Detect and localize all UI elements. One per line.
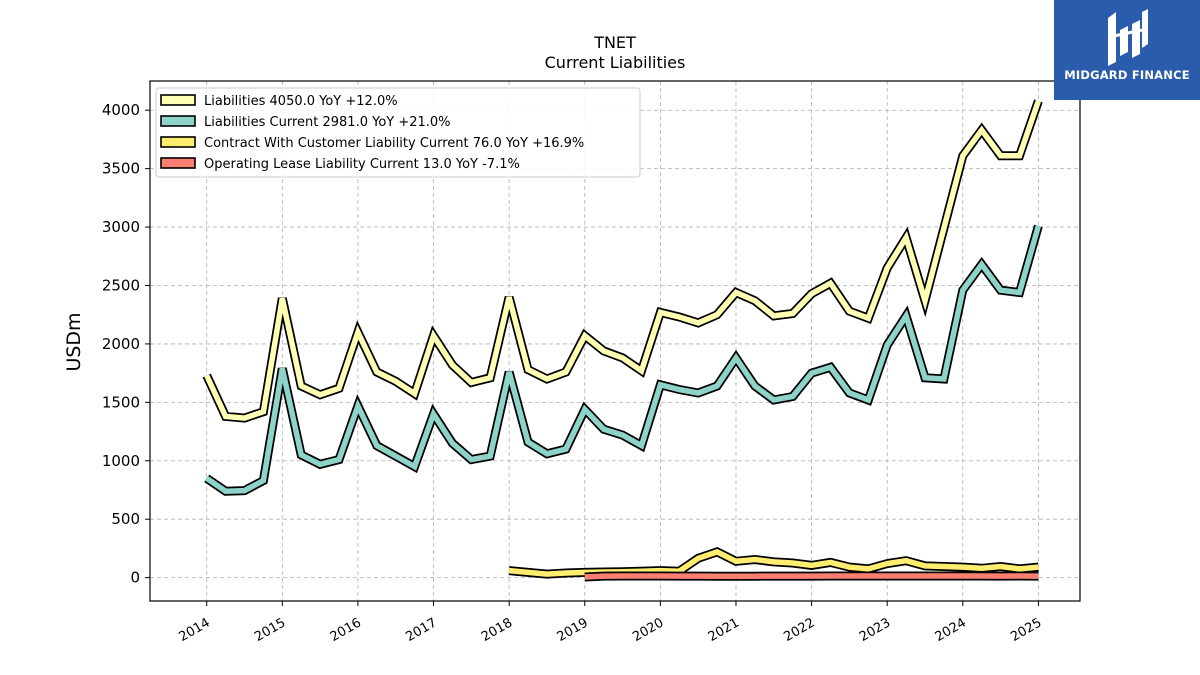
logo-text: MIDGARD FINANCE [1064,68,1190,82]
series-line [204,100,1042,421]
midgard-logo-icon [1108,9,1148,66]
plot-frame [149,80,1081,602]
x-tick-label: 2014 [177,615,213,645]
y-tick-label: 4000 [102,101,140,119]
x-tick-label: 2021 [706,615,742,645]
y-tick-label: 3000 [102,218,140,236]
legend-swatch [160,136,196,148]
series-1 [204,224,1043,496]
y-tick-label: 3500 [102,160,140,178]
y-tick-label: 500 [111,510,140,528]
legend: Liabilities 4050.0 YoY +12.0% Liabilities… [155,87,641,178]
series-line [205,225,1042,494]
legend-box [155,87,641,178]
x-tick-label: 2016 [328,615,364,645]
chart-subtitle: Current Liabilities [545,53,686,72]
legend-swatch [160,157,196,169]
y-tick-label: 1500 [102,393,140,411]
y-tick-label: 2000 [102,335,140,353]
legend-label: Contract With Customer Liability Current… [204,136,584,151]
x-tick-label: 2025 [1008,615,1044,645]
y-tick-label: 2500 [102,276,140,294]
chart-title: TNET [593,33,636,52]
series-2 [508,547,1039,579]
y-tick-label: 1000 [102,452,140,470]
legend-label: Liabilities 4050.0 YoY +12.0% [204,94,398,109]
legend-swatch [160,94,196,106]
y-tick-label: 0 [130,569,140,587]
y-axis-label: USDm [63,312,85,371]
series-0 [202,99,1043,423]
x-axis-ticks: 2014 2015 2016 2017 2018 2019 2020 2021 2022 2023… [177,601,1044,645]
legend-label: Operating Lease Liability Current 13.0 Y… [204,157,520,172]
x-tick-label: 2017 [403,615,439,645]
series-3 [584,571,1039,582]
x-tick-label: 2022 [781,615,817,645]
series-lines [202,99,1043,582]
x-tick-label: 2020 [630,615,666,645]
x-tick-label: 2019 [555,615,591,645]
y-axis-ticks: 0 500 1000 1500 2000 2500 3000 3500 4000 [102,101,150,587]
legend-label: Liabilities Current 2981.0 YoY +21.0% [204,115,451,130]
x-tick-label: 2023 [857,615,893,645]
midgard-finance-logo: MIDGARD FINANCE [1054,0,1200,100]
x-tick-label: 2015 [252,615,288,645]
x-tick-label: 2024 [933,615,969,645]
legend-swatch [160,115,196,127]
series-line [584,573,1039,580]
x-tick-label: 2018 [479,615,515,645]
